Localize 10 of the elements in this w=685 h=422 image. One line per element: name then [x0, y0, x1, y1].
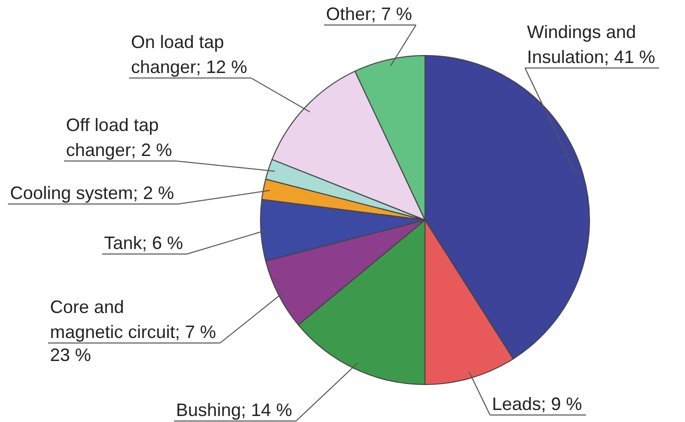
slice-label: Tank; 6 %: [104, 233, 184, 253]
slice-label: Core and magnetic circuit; 7 %: [50, 297, 216, 342]
slice-label: On load tap changer; 12 %: [131, 32, 248, 77]
slice-label: Leads; 9 %: [492, 394, 582, 414]
slice-label: Cooling system; 2 %: [10, 183, 174, 203]
slice-label: Windings and Insulation; 41 %: [527, 22, 656, 67]
slice-label: Off load tap changer; 2 %: [66, 115, 172, 160]
text: 23 %: [50, 345, 92, 365]
slice-label: Other; 7 %: [326, 4, 412, 24]
slice-label: Bushing; 14 %: [176, 400, 292, 420]
